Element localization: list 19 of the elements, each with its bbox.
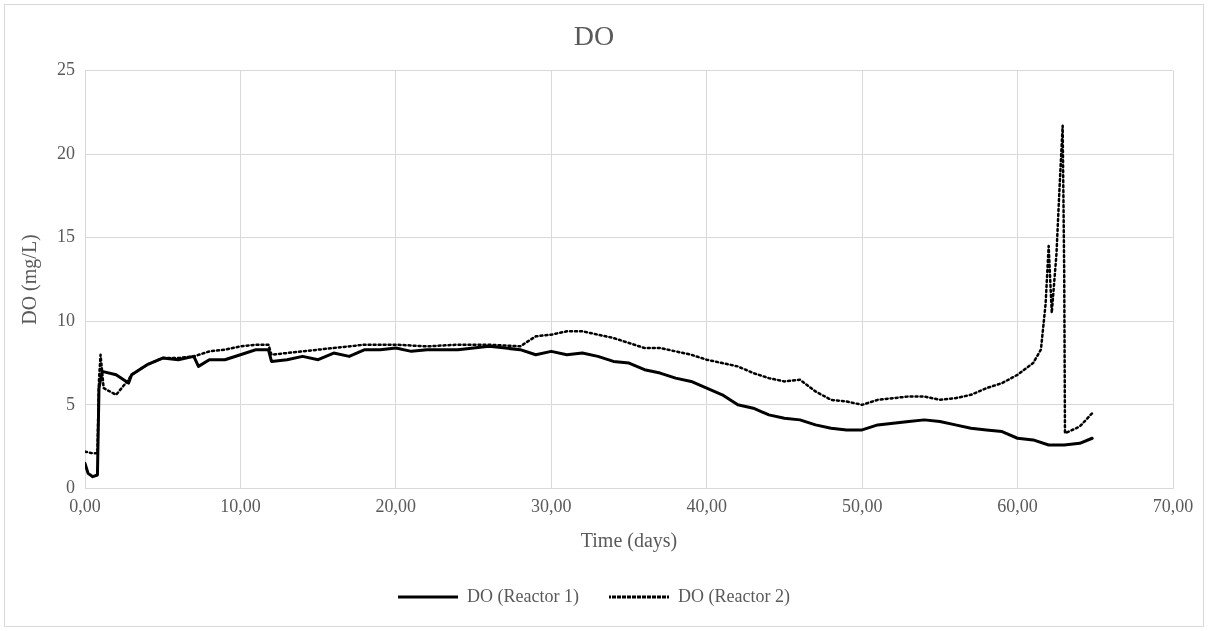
- y-tick-label: 20: [57, 142, 75, 163]
- chart-title: DO: [573, 20, 615, 52]
- y-tick-label: 25: [57, 59, 75, 80]
- y-tick-label: 5: [66, 393, 75, 414]
- x-tick-label: 40,00: [686, 495, 727, 516]
- x-tick-label: 50,00: [841, 495, 883, 516]
- x-tick-label: 30,00: [531, 495, 572, 516]
- x-axis-title: Time (days): [580, 529, 678, 553]
- y-tick-label: 10: [57, 310, 75, 331]
- y-tick-label: 0: [66, 477, 75, 498]
- legend-label: DO (Reactor 2): [678, 585, 790, 607]
- x-tick-label: 60,00: [997, 495, 1038, 516]
- y-axis-title: DO (mg/L): [18, 234, 42, 325]
- x-tick-label: 10,00: [220, 495, 261, 516]
- x-tick-label: 70,00: [1152, 495, 1194, 516]
- y-tick-label: 15: [57, 226, 75, 247]
- x-tick-label: 0,00: [69, 495, 101, 516]
- legend-label: DO (Reactor 1): [467, 585, 580, 607]
- x-tick-label: 20,00: [375, 495, 417, 516]
